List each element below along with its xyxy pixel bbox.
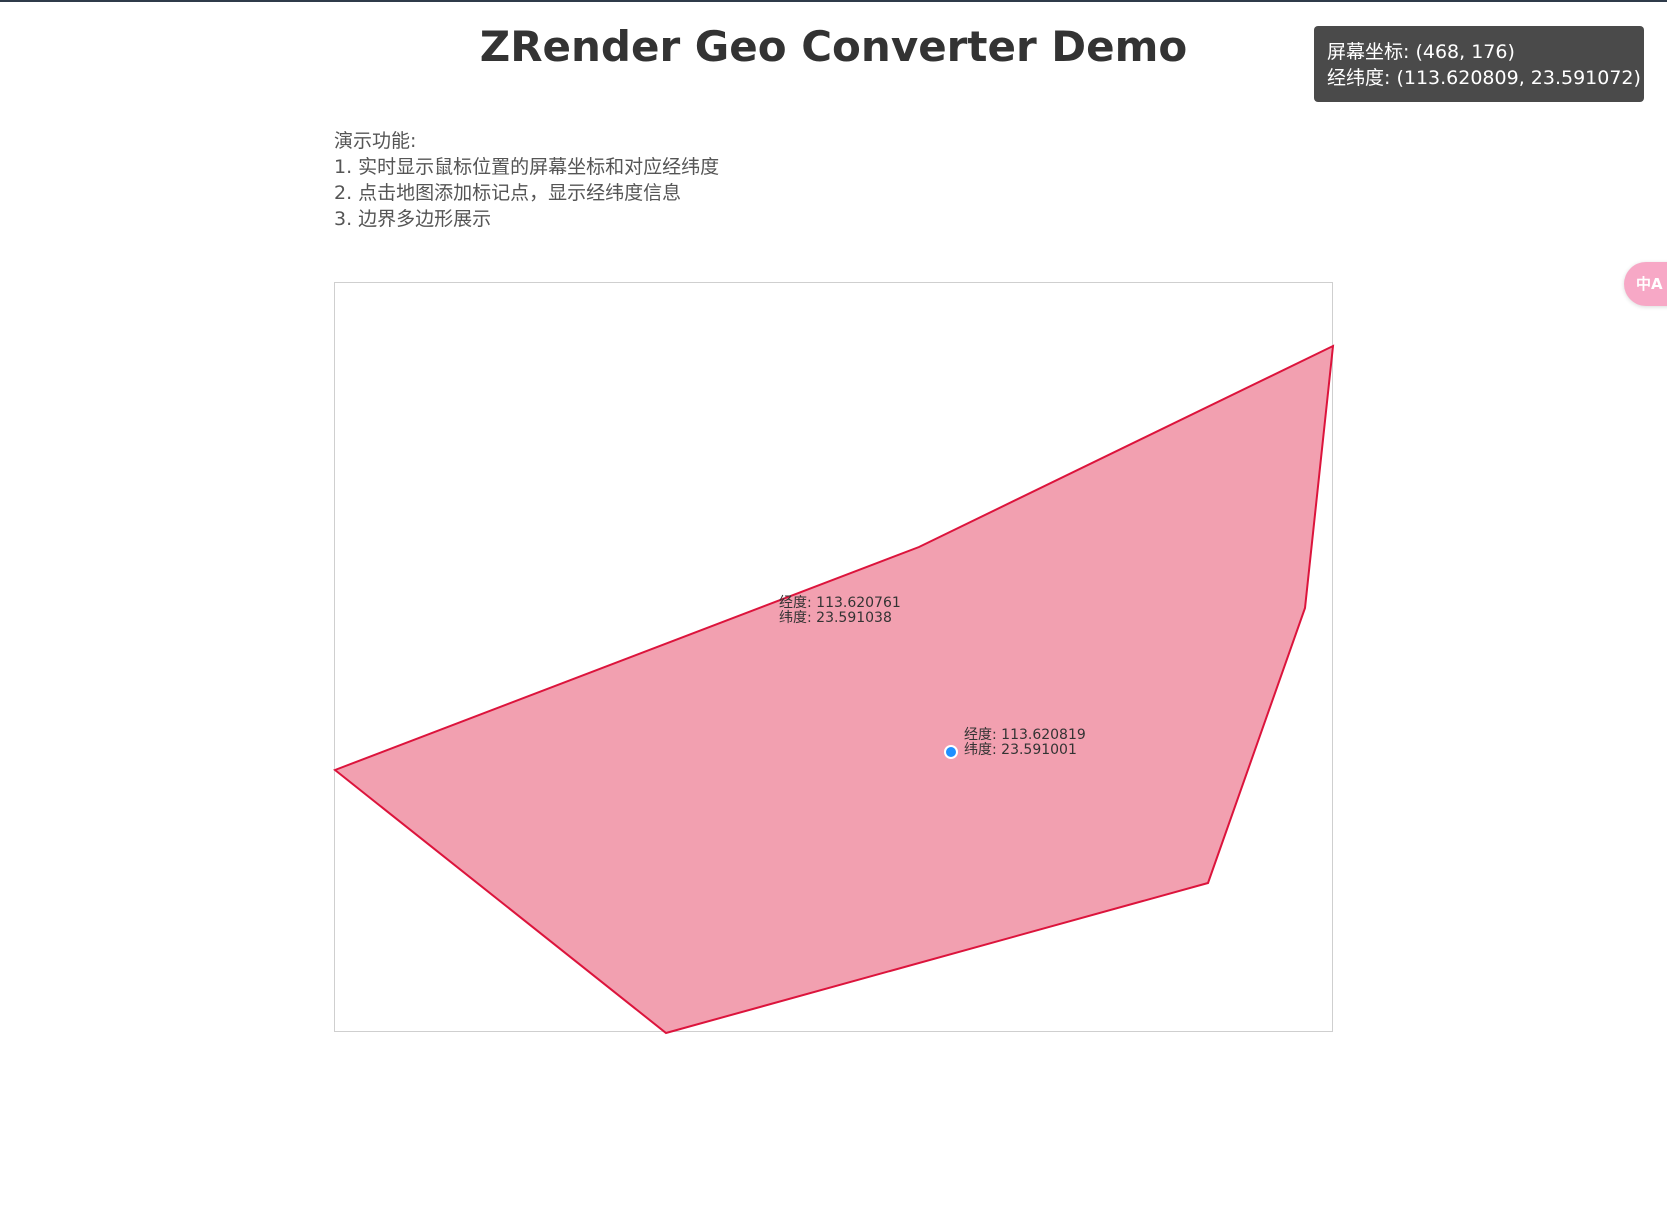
description-heading: 演示功能: — [334, 130, 417, 152]
page-title: ZRender Geo Converter Demo — [479, 22, 1188, 71]
tooltip-screen-coords: 屏幕坐标: (468, 176) — [1327, 41, 1515, 63]
marker-dot[interactable] — [944, 745, 958, 759]
description-item-2: 2. 点击地图添加标记点，显示经纬度信息 — [334, 182, 682, 204]
map-marker[interactable]: 经度: 113.620819 纬度: 23.591001 — [944, 727, 1086, 759]
map-svg[interactable]: 经度: 113.620761 纬度: 23.591038 经度: 113.620… — [333, 283, 1335, 1035]
translate-button[interactable]: 中A — [1624, 262, 1667, 306]
boundary-polygon[interactable] — [333, 344, 1335, 1035]
hover-geo-label: 经度: 113.620761 纬度: 23.591038 — [779, 595, 901, 626]
marker-label-lng: 经度: 113.620819 — [964, 727, 1086, 743]
description-item-3: 3. 边界多边形展示 — [334, 208, 492, 230]
marker-label-lat: 纬度: 23.591001 — [964, 742, 1077, 758]
coordinate-tooltip: 屏幕坐标: (468, 176) 经纬度: (113.620809, 23.59… — [1314, 26, 1644, 102]
description-item-1: 1. 实时显示鼠标位置的屏幕坐标和对应经纬度 — [334, 156, 720, 178]
tooltip-geo-coords: 经纬度: (113.620809, 23.591072) — [1327, 67, 1641, 89]
hover-label-lng: 经度: 113.620761 — [779, 595, 901, 611]
translate-icon: 中A — [1636, 275, 1663, 293]
hover-label-lat: 纬度: 23.591038 — [779, 610, 892, 626]
feature-description: 演示功能: 1. 实时显示鼠标位置的屏幕坐标和对应经纬度 2. 点击地图添加标记… — [334, 128, 719, 232]
window-top-border — [0, 0, 1667, 2]
map-canvas[interactable]: 经度: 113.620761 纬度: 23.591038 经度: 113.620… — [333, 282, 1335, 1035]
